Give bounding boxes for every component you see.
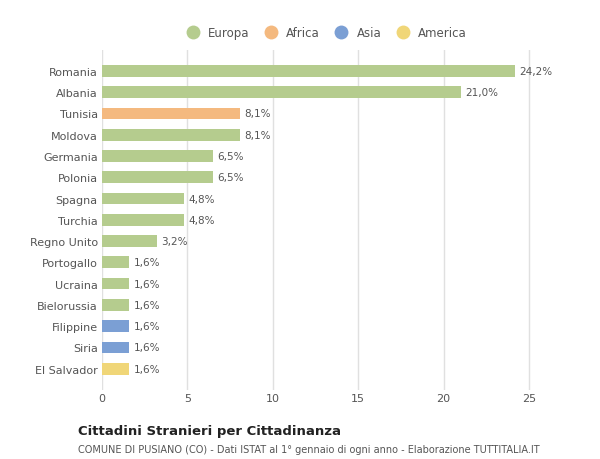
- Bar: [102, 320, 130, 332]
- Text: Cittadini Stranieri per Cittadinanza: Cittadini Stranieri per Cittadinanza: [78, 425, 341, 437]
- Bar: [102, 342, 130, 353]
- Bar: [102, 108, 241, 120]
- Text: 1,6%: 1,6%: [134, 364, 160, 374]
- Bar: [102, 214, 184, 226]
- Text: COMUNE DI PUSIANO (CO) - Dati ISTAT al 1° gennaio di ogni anno - Elaborazione TU: COMUNE DI PUSIANO (CO) - Dati ISTAT al 1…: [78, 444, 539, 454]
- Text: 8,1%: 8,1%: [245, 130, 271, 140]
- Text: 1,6%: 1,6%: [134, 300, 160, 310]
- Legend: Europa, Africa, Asia, America: Europa, Africa, Asia, America: [176, 22, 472, 45]
- Bar: [102, 278, 130, 290]
- Bar: [102, 236, 157, 247]
- Bar: [102, 193, 184, 205]
- Bar: [102, 299, 130, 311]
- Bar: [102, 172, 213, 184]
- Text: 24,2%: 24,2%: [520, 67, 553, 77]
- Text: 4,8%: 4,8%: [188, 215, 215, 225]
- Text: 6,5%: 6,5%: [217, 151, 244, 162]
- Bar: [102, 363, 130, 375]
- Bar: [102, 87, 461, 99]
- Text: 1,6%: 1,6%: [134, 279, 160, 289]
- Text: 1,6%: 1,6%: [134, 343, 160, 353]
- Text: 8,1%: 8,1%: [245, 109, 271, 119]
- Bar: [102, 151, 213, 162]
- Text: 1,6%: 1,6%: [134, 258, 160, 268]
- Text: 4,8%: 4,8%: [188, 194, 215, 204]
- Text: 6,5%: 6,5%: [217, 173, 244, 183]
- Bar: [102, 66, 515, 78]
- Text: 3,2%: 3,2%: [161, 236, 187, 246]
- Bar: [102, 257, 130, 269]
- Text: 21,0%: 21,0%: [465, 88, 498, 98]
- Text: 1,6%: 1,6%: [134, 321, 160, 331]
- Bar: [102, 129, 241, 141]
